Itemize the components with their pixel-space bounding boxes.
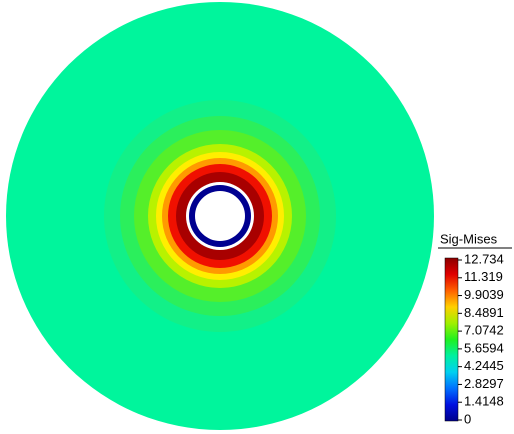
tick-label: 5.6594: [464, 340, 504, 355]
legend-title: Sig-Mises: [440, 231, 498, 246]
tick-label: 8.4891: [464, 305, 504, 320]
tick-label: 1.4148: [464, 394, 504, 409]
hole: [195, 191, 245, 241]
stress-field: [6, 2, 434, 430]
tick-label: 7.0742: [464, 323, 504, 338]
tick-label: 4.2445: [464, 358, 504, 373]
tick-label: 11.319: [464, 269, 503, 284]
colorbar: [444, 257, 459, 422]
tick-label: 9.9039: [464, 287, 504, 302]
legend-ticks: 12.734 11.319 9.9039 8.4891 7.0742 5.6594 4.24…: [458, 251, 504, 426]
tick-label: 0: [464, 411, 471, 426]
tick-label: 2.8297: [464, 376, 504, 391]
tick-label: 12.734: [464, 251, 504, 266]
